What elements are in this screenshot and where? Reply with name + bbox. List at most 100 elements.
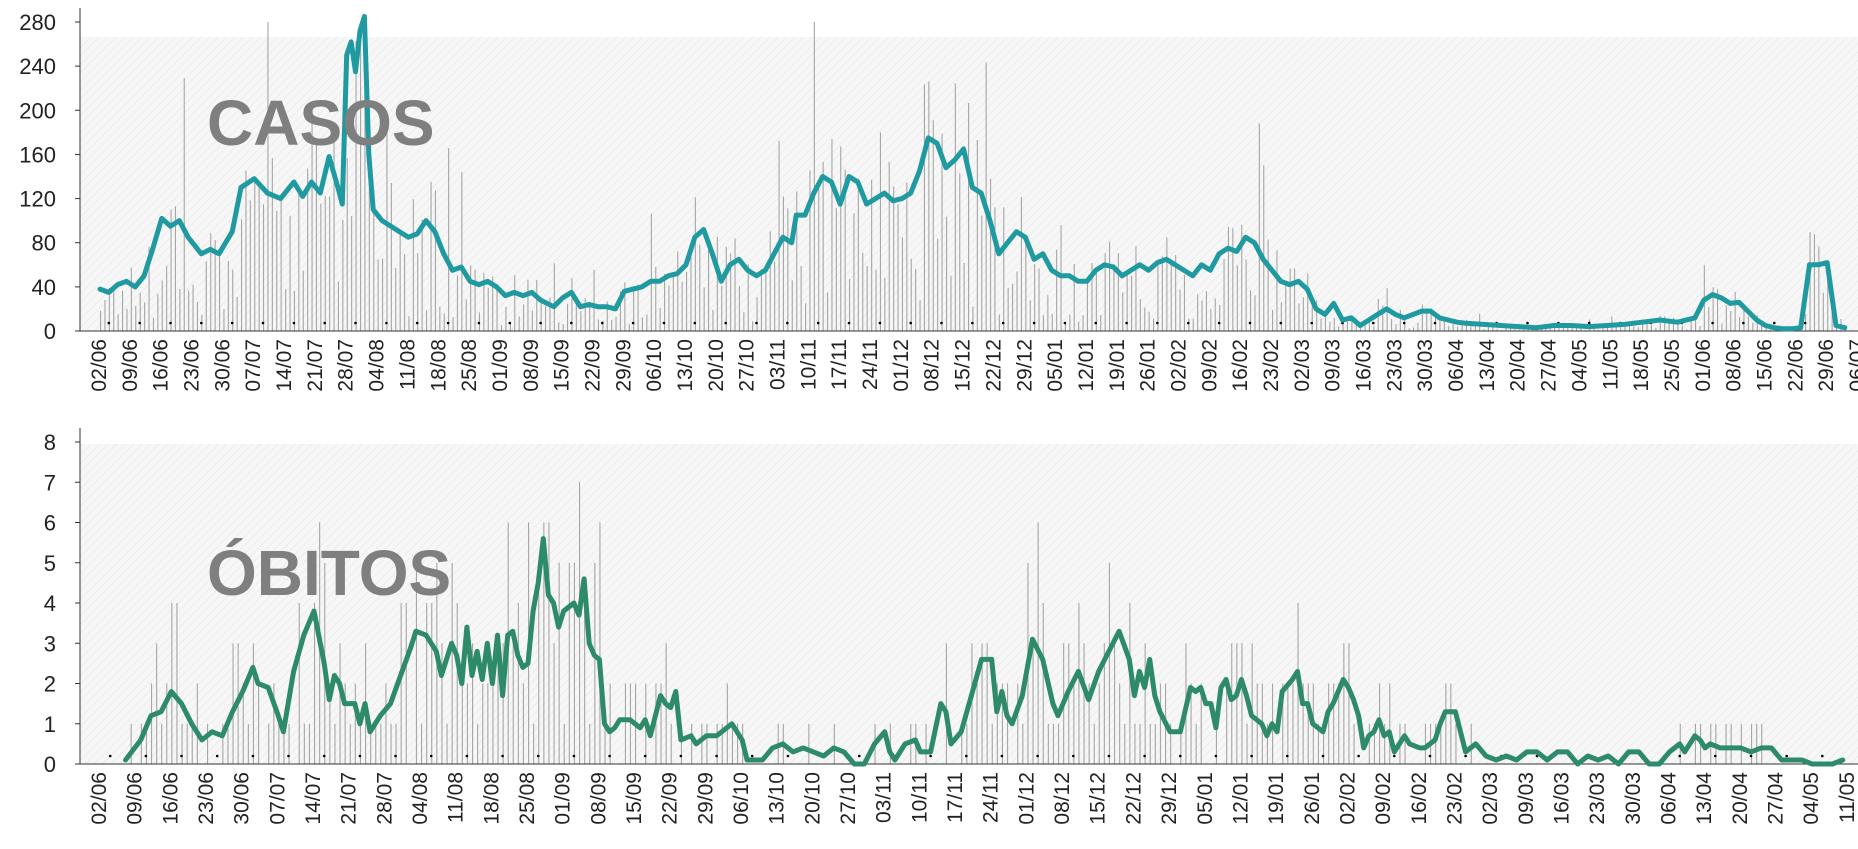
deaths-x-tick-label: 27/04	[1765, 772, 1788, 825]
cases-daily-bar	[144, 302, 146, 331]
deaths-daily-bar	[1134, 723, 1136, 765]
cases-daily-bar	[954, 83, 956, 331]
cases-daily-bar	[518, 316, 520, 331]
deaths-daily-bar	[594, 562, 596, 765]
deaths-daily-bar	[1328, 683, 1330, 764]
cases-daily-bar	[1302, 297, 1304, 331]
cases-daily-bar	[1223, 258, 1225, 331]
deaths-daily-bar	[522, 683, 524, 764]
deaths-daily-bar	[961, 723, 963, 765]
deaths-x-tick-label: 29/09	[694, 772, 717, 825]
cases-daily-bar	[1562, 327, 1564, 331]
cases-baseline-dot	[138, 321, 141, 325]
deaths-daily-bar	[604, 723, 606, 765]
cases-daily-bar	[752, 321, 754, 331]
deaths-daily-bar	[395, 723, 397, 765]
deaths-daily-bar	[996, 683, 998, 764]
deaths-daily-bar	[1455, 723, 1457, 765]
cases-daily-bar	[866, 266, 868, 331]
cases-daily-bar	[1752, 322, 1754, 331]
cases-daily-bar	[1761, 324, 1763, 331]
cases-bars	[100, 22, 1846, 332]
cases-x-tick-label: 22/09	[582, 339, 605, 392]
cases-daily-bar	[1201, 300, 1203, 331]
cases-daily-bar	[1007, 287, 1009, 331]
deaths-daily-bar	[1435, 723, 1437, 765]
cases-daily-bar	[946, 216, 948, 331]
cases-daily-bar	[994, 207, 996, 331]
cases-baseline-dot	[477, 321, 481, 325]
cases-baseline-dot	[415, 321, 419, 325]
deaths-daily-bar	[482, 683, 484, 764]
deaths-baseline-dot	[786, 754, 790, 758]
cases-daily-bar	[214, 240, 216, 331]
cases-daily-bar	[981, 215, 983, 331]
deaths-daily-bar	[1144, 643, 1146, 765]
cases-daily-bar	[1316, 300, 1318, 331]
deaths-daily-bar	[1017, 683, 1019, 764]
cases-y-tick-label: 280	[19, 10, 56, 35]
cases-daily-bar	[615, 316, 617, 331]
cases-daily-bar	[998, 314, 1000, 331]
cases-daily-bar	[188, 290, 190, 331]
cases-daily-bar	[791, 280, 793, 331]
deaths-daily-bar	[145, 723, 147, 765]
deaths-daily-bar	[446, 723, 448, 765]
deaths-baseline-dot	[287, 754, 290, 758]
cases-daily-bar	[456, 275, 458, 331]
deaths-baseline-dot	[1357, 754, 1360, 758]
cases-x-tick-label: 30/06	[211, 339, 234, 392]
deaths-daily-bar	[1022, 723, 1024, 765]
cases-daily-bar	[923, 84, 925, 332]
cases-daily-bar	[289, 215, 291, 331]
cases-x-tick-label: 29/09	[612, 339, 635, 392]
cases-x-tick-label: 10/11	[797, 339, 820, 390]
cases-daily-bar	[1571, 326, 1573, 331]
cases-daily-bar	[1580, 326, 1582, 331]
cases-daily-bar	[1695, 315, 1697, 331]
cases-daily-bar	[1628, 325, 1630, 331]
cases-daily-bar	[1161, 256, 1163, 331]
cases-daily-bar	[245, 170, 247, 331]
deaths-daily-bar	[731, 723, 733, 765]
deaths-x-tick-label: 24/11	[980, 772, 1003, 823]
cases-daily-bar	[1210, 309, 1212, 331]
cases-daily-bar	[540, 298, 542, 331]
deaths-daily-bar	[334, 723, 336, 765]
cases-daily-bar	[1227, 226, 1229, 331]
cases-y-tick-label: 120	[19, 187, 56, 212]
cases-daily-bar	[386, 129, 388, 331]
cases-daily-bar	[1320, 318, 1322, 331]
deaths-daily-bar	[579, 482, 581, 765]
cases-daily-bar	[1413, 327, 1415, 331]
deaths-daily-bar	[385, 683, 387, 764]
cases-daily-bar	[1399, 309, 1401, 331]
deaths-daily-bar	[1307, 683, 1309, 764]
deaths-daily-bar	[349, 723, 351, 765]
deaths-baseline-dot	[215, 754, 219, 758]
deaths-daily-bar	[477, 723, 479, 765]
cases-y-axis: 0 40 80 120 160 200 240 280	[19, 8, 1858, 344]
deaths-daily-bar	[314, 603, 316, 764]
deaths-daily-bar	[670, 723, 672, 765]
deaths-daily-bar	[1251, 643, 1253, 765]
cases-daily-bar	[1144, 307, 1146, 331]
cases-daily-bar	[633, 289, 635, 331]
cases-daily-bar	[1659, 315, 1661, 331]
cases-daily-bar	[558, 322, 560, 331]
cases-daily-bar	[602, 321, 604, 331]
deaths-daily-bar	[222, 723, 224, 765]
deaths-daily-bar	[624, 683, 626, 764]
cases-baseline-dot	[1433, 321, 1437, 325]
cases-baseline-dot	[1526, 321, 1529, 325]
cases-baseline-dot	[261, 321, 265, 325]
deaths-daily-bar	[981, 643, 983, 765]
cases-daily-bar	[126, 308, 128, 331]
deaths-baseline-dot	[1393, 754, 1396, 758]
cases-daily-bar	[1395, 324, 1397, 331]
cases-daily-bar	[1157, 262, 1159, 331]
deaths-daily-bar	[171, 603, 173, 764]
deaths-x-tick-label: 26/01	[1301, 772, 1324, 825]
cases-daily-bar	[337, 281, 339, 331]
